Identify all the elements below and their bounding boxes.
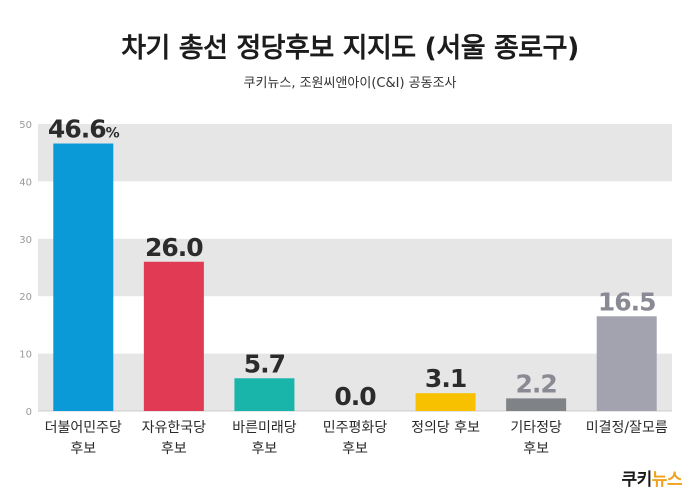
x-tick-label: 정의당 후보 bbox=[411, 420, 480, 436]
data-label: 46.6% bbox=[48, 115, 120, 144]
y-tick-label: 30 bbox=[19, 235, 32, 246]
unit-label: % bbox=[106, 126, 120, 142]
chart-title: 차기 총선 정당후보 지지도 (서울 종로구) bbox=[121, 33, 579, 64]
x-tick-label: 더불어민주당 후보 bbox=[45, 420, 122, 457]
y-tick-label: 40 bbox=[19, 177, 32, 188]
x-tick-label: 민주평화당 후보 bbox=[323, 420, 388, 457]
x-tick-label: 자유한국당 후보 bbox=[142, 420, 207, 457]
bar bbox=[143, 261, 204, 411]
data-label: 3.1 bbox=[425, 364, 466, 393]
grid-band bbox=[38, 353, 672, 411]
data-label: 5.7 bbox=[244, 349, 285, 378]
x-tick-label: 기타정당 후보 bbox=[510, 420, 562, 457]
data-label: 16.5 bbox=[598, 287, 656, 316]
grid-band bbox=[38, 124, 672, 182]
bar bbox=[415, 393, 476, 411]
data-label: 2.2 bbox=[515, 369, 556, 398]
y-tick-label: 50 bbox=[19, 120, 32, 131]
y-tick-label: 10 bbox=[19, 350, 32, 361]
x-tick-label: 바른미래당 후보 bbox=[232, 420, 297, 457]
kukinews-logo: 쿠키뉴스 bbox=[621, 470, 682, 490]
bar bbox=[53, 143, 114, 412]
bar bbox=[234, 378, 295, 411]
y-tick-label: 0 bbox=[26, 407, 32, 418]
y-tick-label: 20 bbox=[19, 292, 32, 303]
bar bbox=[596, 316, 657, 411]
x-tick-label: 미결정/잘모름 bbox=[586, 420, 668, 436]
chart-subtitle: 쿠키뉴스, 조원씨앤아이(C&I) 공동조사 bbox=[243, 76, 457, 91]
data-label: 0.0 bbox=[334, 382, 376, 411]
data-label: 26.0 bbox=[145, 233, 203, 262]
grid-band bbox=[38, 238, 672, 297]
bar bbox=[506, 398, 567, 411]
